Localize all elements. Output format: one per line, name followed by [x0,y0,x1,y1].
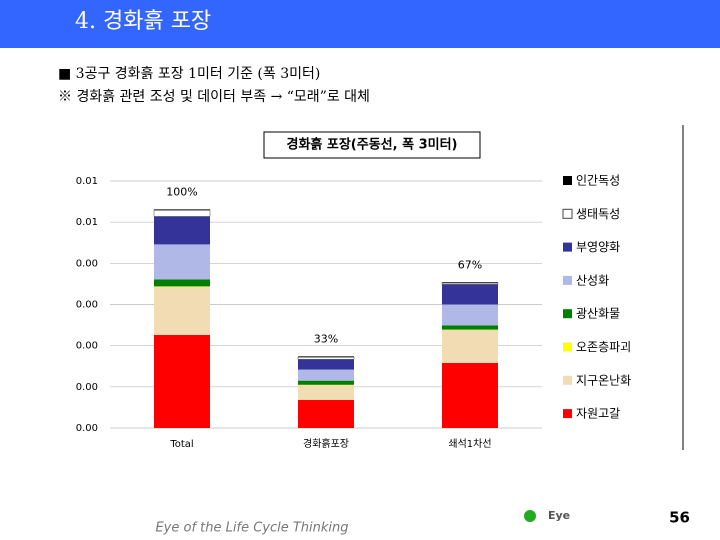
bar-segment [154,334,210,428]
total-label: 100% [166,185,197,198]
bar-segment [154,286,210,335]
legend-label: 자원고갈 [576,407,620,421]
y-tick-label: 0.01 [76,217,98,228]
bar-segment [442,325,498,330]
legend-swatch [563,409,572,419]
y-tick-label: 0.00 [76,300,98,311]
legend-swatch [562,208,573,219]
bar-segment [442,284,498,305]
total-label: 67% [458,258,482,271]
bar-segment [154,244,210,280]
bar-segment [298,369,354,381]
bar-segment [298,380,354,385]
header-band [0,0,720,48]
footer-tagline: Eye of the Life Cycle Thinking [155,521,348,536]
y-tick-label: 0.01 [76,176,98,187]
legend-swatch [563,242,572,252]
bar-segment [298,356,354,358]
bullet: ■ 3공구 경화흙 포장 1미터 기준 (폭 3미터) [58,66,320,82]
bar-segment [442,304,498,326]
bar-segment [154,216,210,245]
x-tick-label: Total [169,439,193,450]
bar-segment [154,279,210,287]
total-label: 33% [314,332,338,345]
legend-swatch [563,176,572,185]
legend-swatch [563,342,572,352]
legend-label: 인간독성 [576,174,620,188]
legend-label: 지구온난화 [576,373,631,387]
y-tick-label: 0.00 [76,341,98,352]
bar-segment [298,385,354,401]
legend-label: 오존층파괴 [576,340,631,354]
bar-segment [154,209,210,211]
x-tick-label: 쇄석1차선 [448,438,491,450]
legend-swatch [563,375,572,385]
chart-title: 경화흙 포장(주동선, 폭 3미터) [286,137,457,153]
y-tick-label: 0.00 [76,382,98,393]
bar-segment [442,330,498,363]
bullet: ※ 경화흙 관련 조성 및 데이터 부족 → “모래”로 대체 [58,89,370,105]
legend-swatch [563,309,572,319]
logo: Eye [548,509,570,522]
bar-segment [153,209,211,217]
legend-swatch [563,275,572,285]
bar-segment [297,356,355,360]
chart-title-box [263,131,481,159]
y-tick-label: 0.00 [76,423,98,434]
bar-segment [298,359,354,370]
legend-label: 부영양화 [576,240,620,254]
legend-label: 생태독성 [576,207,620,221]
bar-segment [442,282,498,284]
page-number: 56 [669,509,690,527]
bar-segment [441,282,499,285]
bar-segment [442,362,498,428]
legend-label: 광산화물 [576,307,620,321]
y-tick-label: 0.00 [76,258,98,269]
bar-segment [298,400,354,428]
header-title: 4. 경화흙 포장 [75,9,211,34]
legend-label: 산성화 [576,273,609,287]
logo-icon [524,510,536,522]
x-tick-label: 경화흙포장 [303,437,349,450]
